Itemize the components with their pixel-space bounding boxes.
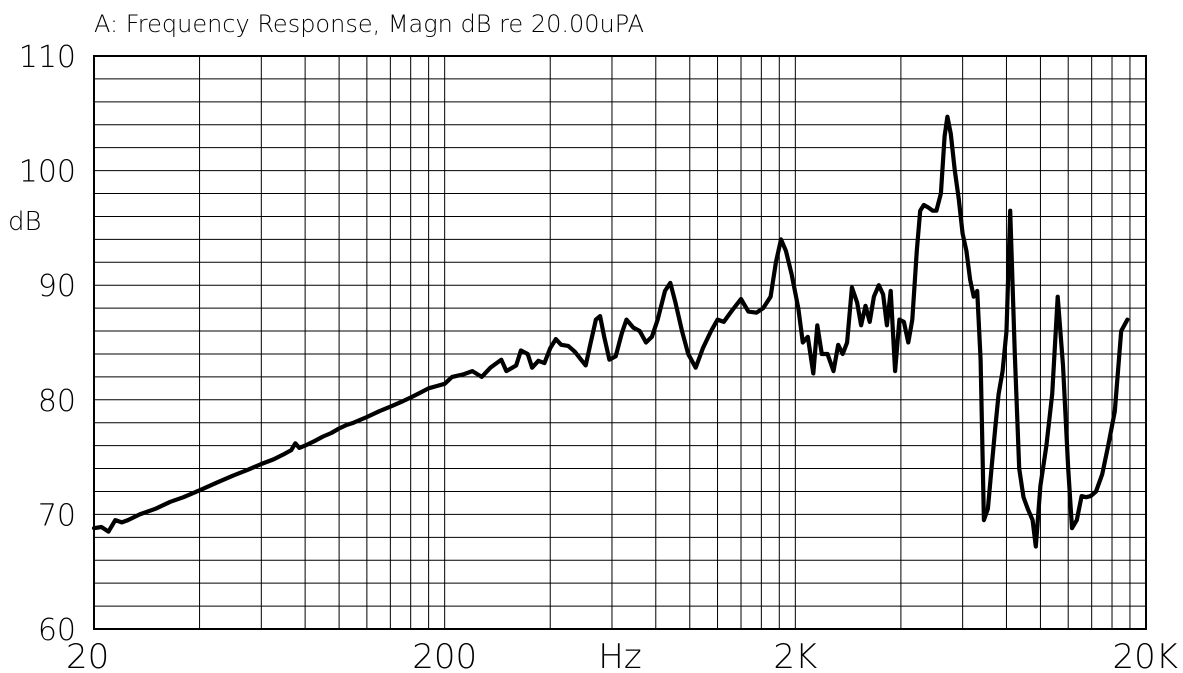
y-axis-tick-labels: 60 70 80 90 100 110 <box>19 40 76 648</box>
y-tick-label: 110 <box>19 40 76 75</box>
x-axis-label: Hz <box>598 637 641 673</box>
x-axis-tick-labels: 20 200 2K 20K <box>66 637 1178 673</box>
x-tick-label: 20 <box>66 637 109 673</box>
chart-title: A: Frequency Response, Magn dB re 20.00u… <box>94 10 644 38</box>
y-tick-label: 80 <box>38 384 76 419</box>
y-tick-label: 70 <box>38 498 76 533</box>
x-tick-label: 2K <box>773 637 817 673</box>
y-tick-label: 100 <box>19 155 76 190</box>
x-tick-label: 200 <box>412 637 477 673</box>
y-axis-label: dB <box>8 207 42 237</box>
plot-frame <box>93 55 1147 630</box>
plot-grid <box>94 56 1146 629</box>
x-tick-label: 20K <box>1112 637 1178 673</box>
y-tick-label: 90 <box>38 269 76 304</box>
y-tick-label: 60 <box>38 613 76 648</box>
series-line <box>91 114 1130 549</box>
